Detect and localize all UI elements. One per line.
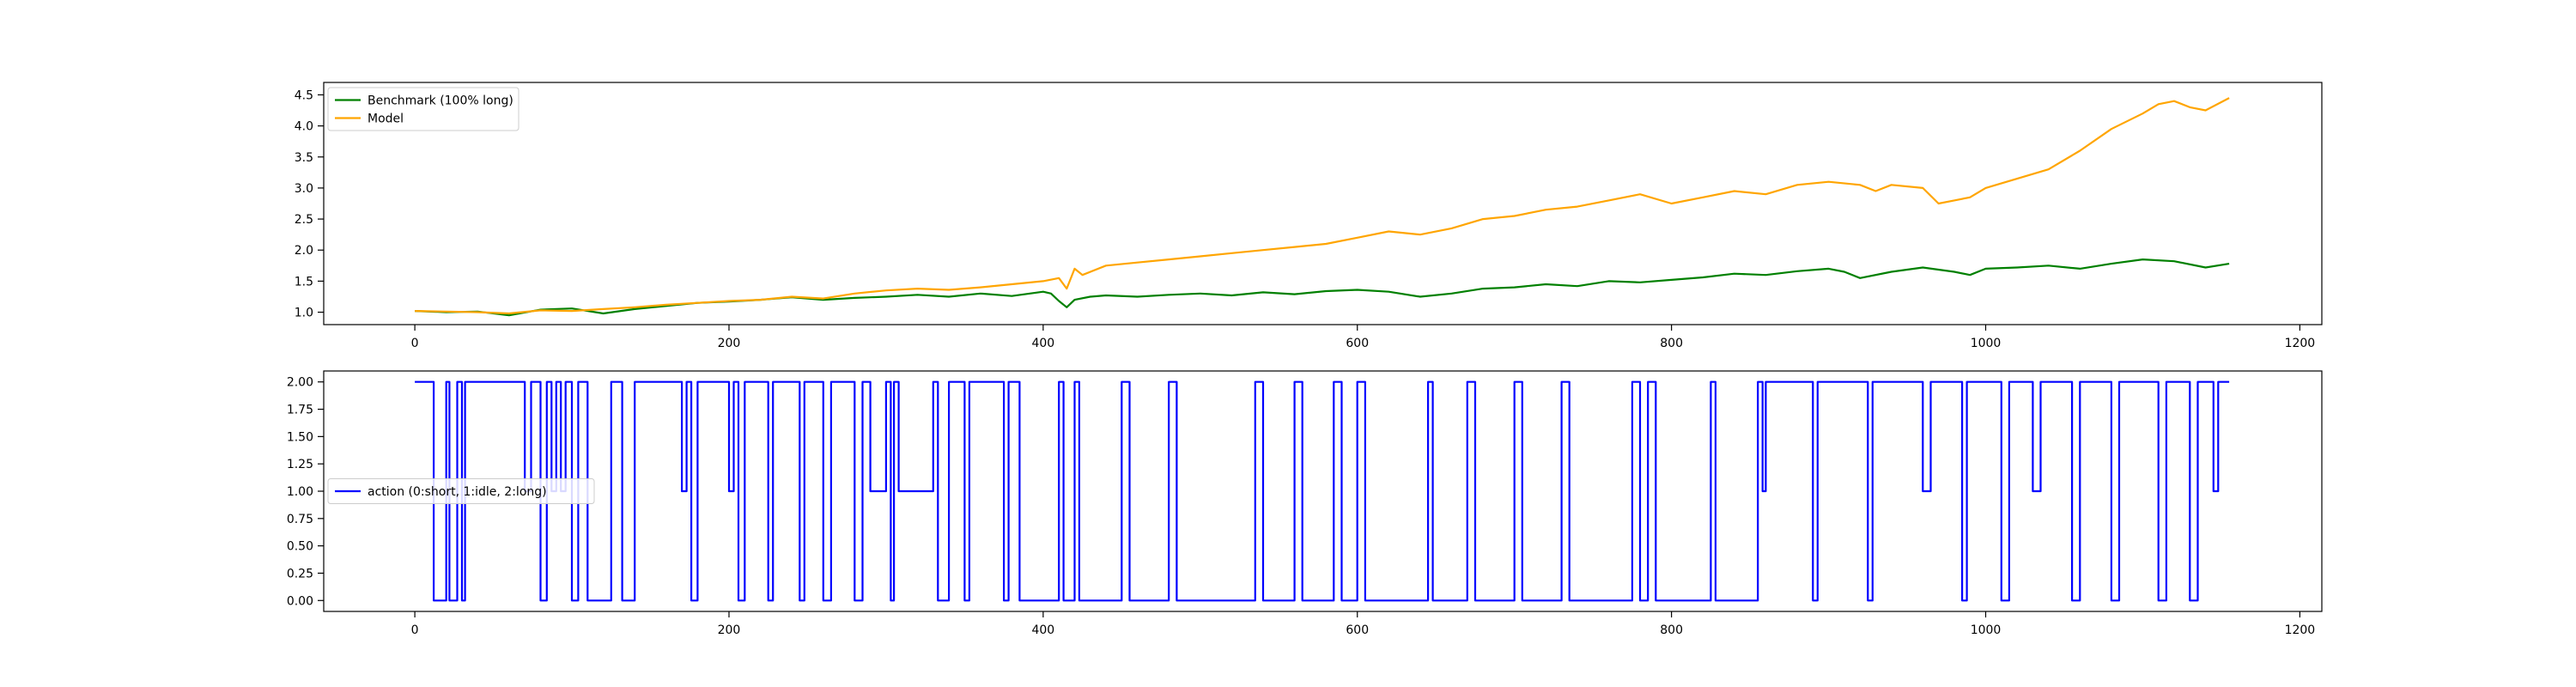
x-tick-label: 400 [1031, 337, 1054, 350]
y-tick-label: 3.5 [295, 151, 313, 165]
y-tick-label: 4.5 [295, 88, 313, 102]
legend-box [327, 87, 519, 131]
series-line-1-0 [415, 380, 2230, 602]
x-tick-label: 1000 [1971, 337, 2002, 350]
x-tick-label: 800 [1660, 337, 1683, 350]
portfolio-value-panel: 0 200 400 600 800 1000 1200 1.0 1.5 2.0 2.5 3.0 3.5 4… [295, 82, 2323, 350]
legend-label: Benchmark (100% long) [368, 94, 513, 108]
x-tick-label: 0 [411, 623, 419, 637]
y-tick-label: 0.00 [287, 594, 313, 608]
y-tick-label: 1.0 [295, 307, 313, 320]
action-panel: 0 200 400 600 800 1000 1200 0.00 0.25 0.50 0.75 1.0… [287, 370, 2323, 637]
y-tick-label: 1.00 [287, 485, 313, 499]
x-tick-label: 1200 [2285, 623, 2316, 637]
legend-box [327, 478, 595, 504]
x-tick-label: 200 [718, 337, 741, 350]
x-tick-label: 800 [1660, 623, 1683, 637]
y-tick-label: 1.75 [287, 404, 313, 417]
legend: action (0:short, 1:idle, 2:long) [327, 478, 595, 504]
y-tick-label: 2.5 [295, 213, 313, 227]
y-tick-label: 0.75 [287, 513, 313, 526]
y-tick-label: 2.00 [287, 376, 313, 390]
y-tick-label: 1.50 [287, 430, 313, 444]
y-tick-label: 2.0 [295, 244, 313, 258]
y-tick-label: 1.5 [295, 275, 313, 289]
x-tick-label: 0 [411, 337, 419, 350]
legend: Benchmark (100% long) Model [327, 87, 519, 131]
y-tick-label: 4.0 [295, 120, 313, 134]
series-line-0-1 [415, 97, 2230, 315]
y-tick-label: 1.25 [287, 458, 313, 471]
axes-frame [323, 82, 2323, 325]
x-tick-label: 400 [1031, 623, 1054, 637]
x-tick-label: 600 [1346, 337, 1369, 350]
x-tick-label: 1000 [1971, 623, 2002, 637]
y-tick-label: 3.0 [295, 182, 313, 196]
x-tick-label: 200 [718, 623, 741, 637]
legend-label: action (0:short, 1:idle, 2:long) [368, 485, 547, 499]
y-tick-label: 0.50 [287, 540, 313, 554]
x-tick-label: 600 [1346, 623, 1369, 637]
x-tick-label: 1200 [2285, 337, 2316, 350]
legend-label: Model [368, 112, 404, 126]
y-tick-label: 0.25 [287, 567, 313, 581]
